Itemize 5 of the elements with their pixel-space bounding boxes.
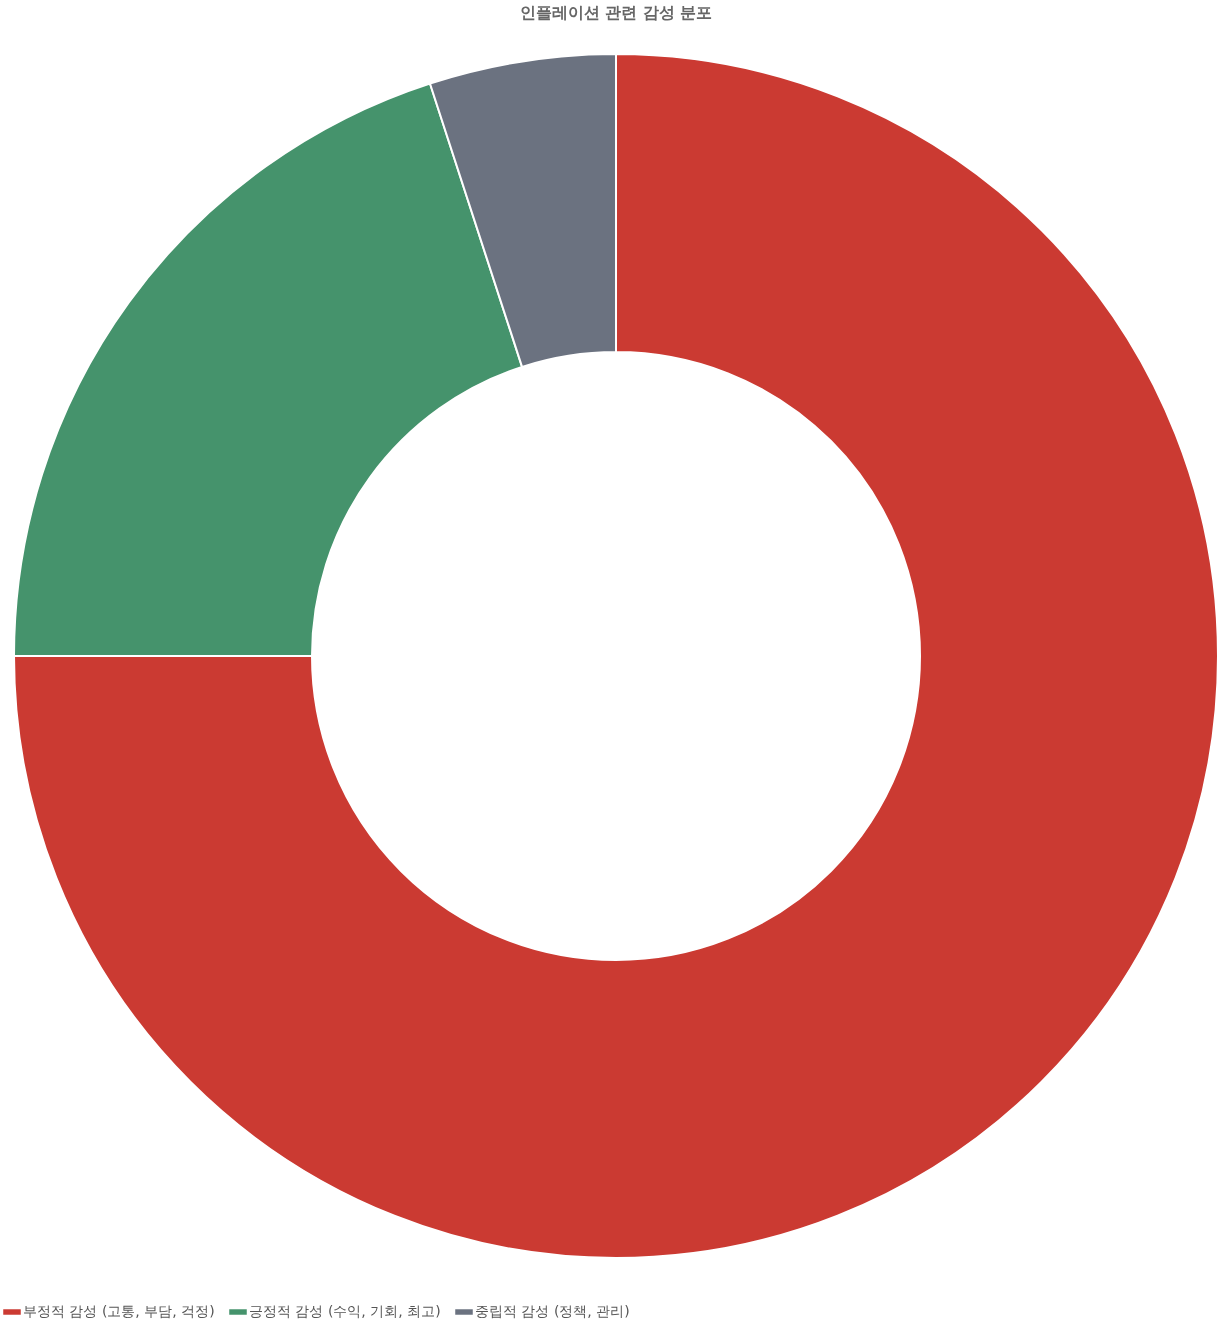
legend-label: 중립적 감성 (정책, 관리) <box>475 1303 630 1319</box>
chart-title: 인플레이션 관련 감성 분포 <box>519 3 713 22</box>
legend-label: 부정적 감성 (고통, 부담, 걱정) <box>23 1303 215 1319</box>
donut-slice <box>13 53 1219 1259</box>
legend-label: 긍정적 감성 (수익, 기회, 최고) <box>249 1303 441 1319</box>
